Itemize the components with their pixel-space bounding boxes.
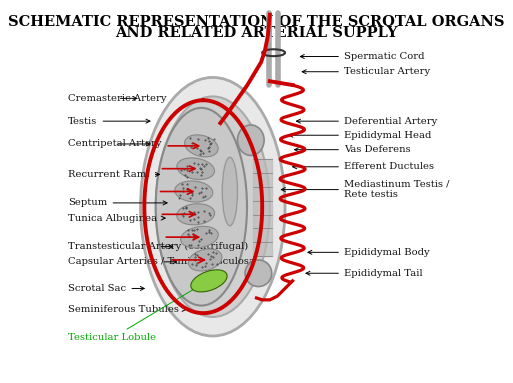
Text: Transtesticular Artery (centrifugal): Transtesticular Artery (centrifugal) [68, 242, 248, 251]
Text: Testicular Lobule: Testicular Lobule [68, 286, 198, 342]
Ellipse shape [245, 260, 272, 286]
Text: Centripetal Artery: Centripetal Artery [68, 139, 162, 149]
Text: Testis: Testis [68, 117, 150, 126]
Text: Mediastinum Testis /
Rete testis: Mediastinum Testis / Rete testis [281, 180, 449, 199]
Ellipse shape [238, 125, 264, 155]
Text: Efferent Ductules: Efferent Ductules [293, 162, 434, 171]
Text: Tunica Albuginea: Tunica Albuginea [68, 214, 165, 223]
Ellipse shape [156, 108, 247, 306]
Text: SCHEMATIC REPRESENTATION OF THE SCROTAL ORGANS: SCHEMATIC REPRESENTATION OF THE SCROTAL … [8, 15, 505, 29]
Ellipse shape [188, 249, 222, 271]
Text: Spermatic Cord: Spermatic Cord [300, 52, 424, 61]
Ellipse shape [176, 204, 214, 225]
Text: Scrotal Sac: Scrotal Sac [68, 284, 144, 293]
Text: Testicular Artery: Testicular Artery [302, 67, 430, 76]
Text: Recurrent Rami: Recurrent Rami [68, 170, 160, 179]
Ellipse shape [156, 97, 270, 317]
Text: Epididymal Head: Epididymal Head [289, 131, 431, 140]
Ellipse shape [185, 135, 218, 157]
Ellipse shape [181, 226, 218, 248]
Text: Epididymal Tail: Epididymal Tail [306, 269, 423, 278]
Ellipse shape [191, 270, 227, 292]
Ellipse shape [175, 181, 213, 202]
Text: Capsular Arteries / Tunica Vasculosa: Capsular Arteries / Tunica Vasculosa [68, 257, 255, 266]
Text: Cremasteric Artery: Cremasteric Artery [68, 94, 167, 103]
Text: Epididymal Body: Epididymal Body [308, 248, 429, 257]
Text: Deferential Artery: Deferential Artery [297, 117, 437, 126]
Ellipse shape [222, 157, 238, 226]
Text: Seminiferous Tubules: Seminiferous Tubules [68, 305, 186, 314]
Text: AND RELATED ARTERIAL SUPPLY: AND RELATED ARTERIAL SUPPLY [115, 26, 398, 40]
Ellipse shape [177, 158, 214, 180]
Text: Septum: Septum [68, 198, 167, 208]
Text: Vas Deferens: Vas Deferens [294, 145, 410, 154]
Ellipse shape [141, 77, 285, 336]
